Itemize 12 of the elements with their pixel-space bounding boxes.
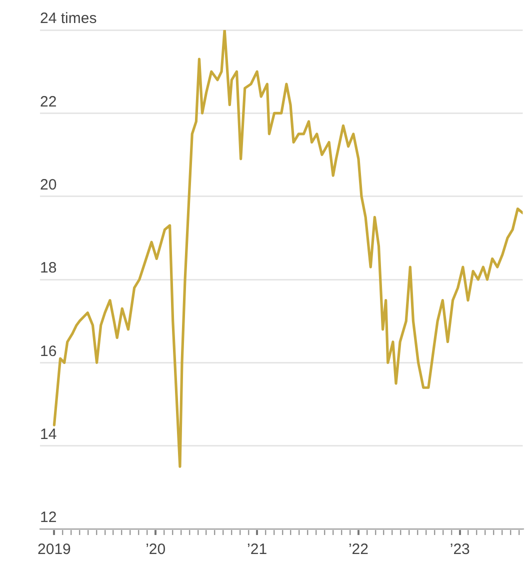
y-tick-label: 16	[40, 342, 57, 360]
y-tick-label: 12	[40, 509, 57, 526]
y-tick-label: 14	[40, 426, 57, 443]
y-tick-label: 20	[40, 176, 57, 194]
x-tick-label: ’22	[348, 541, 368, 558]
x-tick-label: 2019	[38, 541, 71, 558]
y-tick-label: 24 times	[40, 10, 97, 28]
x-tick-label: ’21	[247, 541, 268, 558]
y-tick-label: 18	[40, 260, 57, 277]
x-tick-label: ’20	[146, 541, 166, 558]
x-tick-label: ’23	[450, 541, 470, 558]
y-tick-label: 22	[40, 93, 57, 110]
